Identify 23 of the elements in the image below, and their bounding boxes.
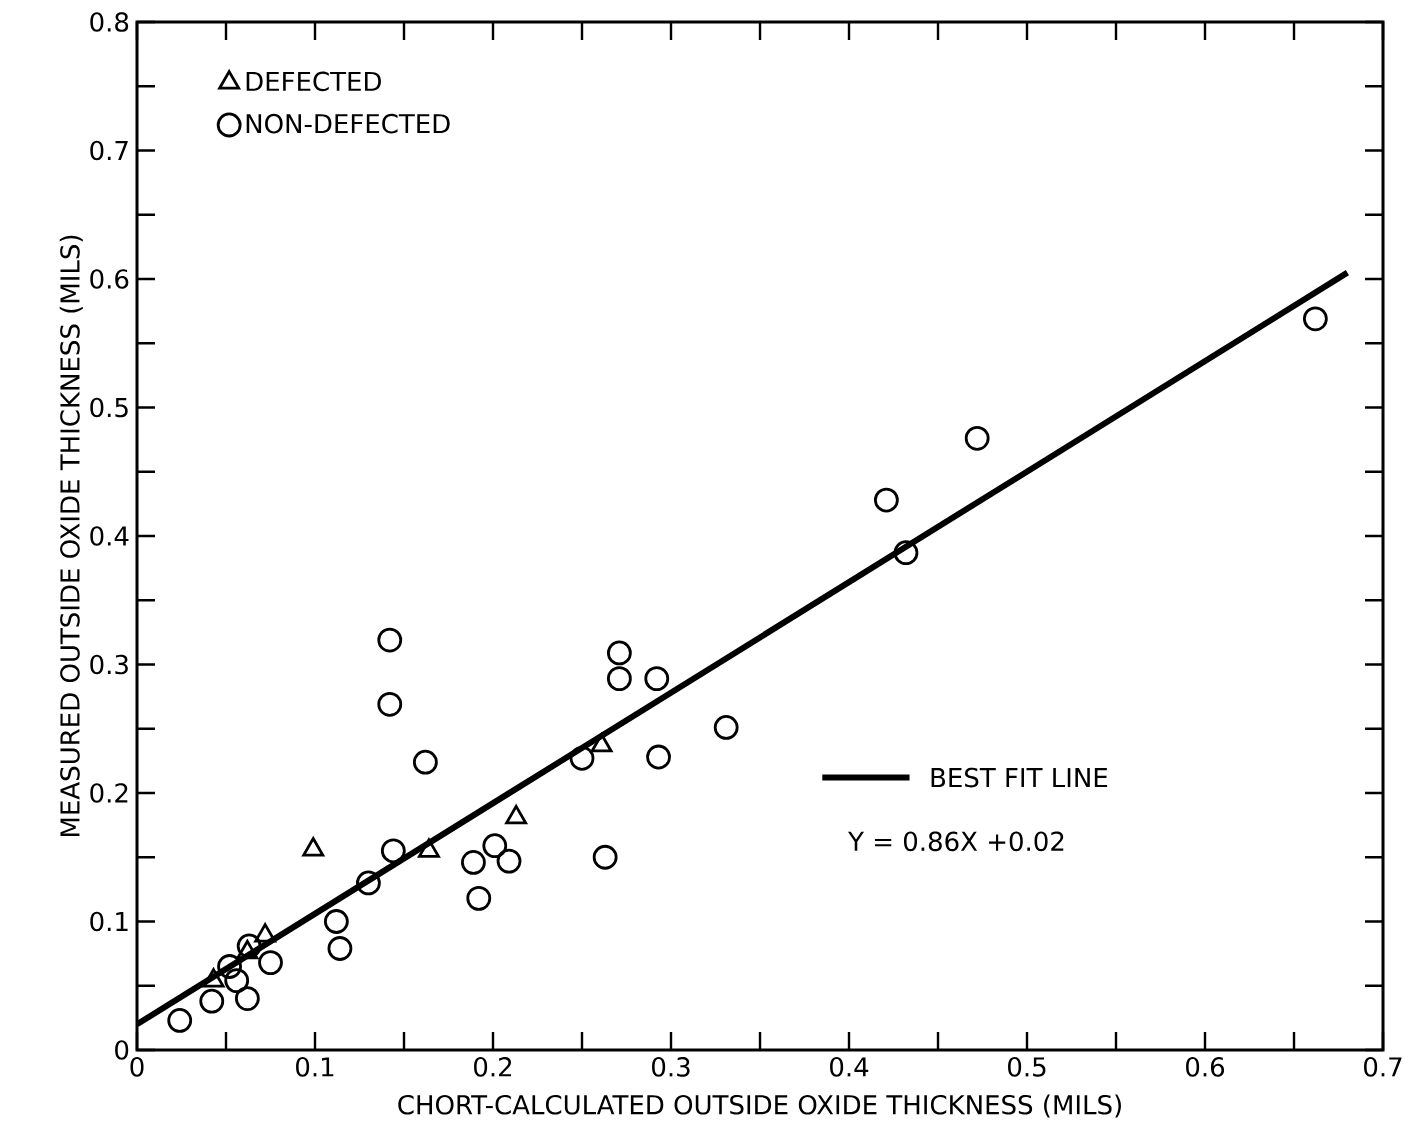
y-axis-title: MEASURED OUTSIDE OXIDE THICKNESS (MILS) [59,235,83,836]
x-tick-label: 0.4 [830,1057,869,1077]
y-tick-label: 0 [115,1040,129,1060]
legend-label: BEST FIT LINE [931,767,1108,788]
y-tick-label: 0.6 [90,269,129,289]
annotation: Y = 0.86X +0.02 [848,831,1064,852]
y-tick-label: 0.1 [90,911,128,932]
x-tick-label: 0.6 [1186,1057,1225,1077]
x-tick-label: 0 [130,1057,144,1077]
y-tick-label: 0.7 [90,140,128,161]
y-tick-label: 0.4 [90,526,129,546]
x-tick-label: 0.3 [652,1057,690,1077]
y-tick-label: 0.5 [90,397,128,418]
y-tick-label: 0.8 [90,12,129,32]
x-tick-label: 0.1 [296,1057,334,1077]
x-tick-label: 0.5 [1008,1057,1046,1077]
x-axis-title: CHORT-CALCULATED OUTSIDE OXIDE THICKNESS (MILS) [398,1094,1121,1118]
legend-label: NON-DEFECTED [246,113,450,134]
y-tick-label: 0.3 [90,654,128,675]
x-tick-label: 0.2 [474,1057,512,1077]
legend-label: DEFECTED [246,71,381,92]
y-tick-label: 0.2 [90,783,128,803]
x-tick-label: 0.7 [1364,1057,1402,1077]
